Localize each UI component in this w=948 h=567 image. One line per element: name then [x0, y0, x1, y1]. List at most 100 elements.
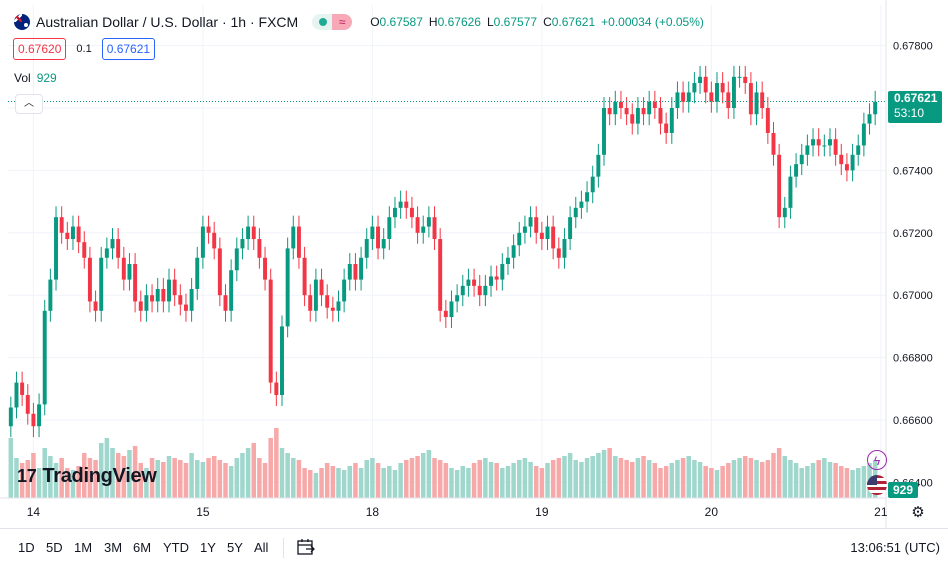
candle-body	[641, 108, 646, 115]
ohlc-open: O0.67587	[370, 15, 423, 29]
candle-body	[551, 226, 556, 249]
range-1d-button[interactable]: 1D	[18, 540, 35, 555]
au-flag-icon	[14, 14, 30, 30]
volume-legend[interactable]: Vol 929	[14, 71, 57, 85]
market-open-icon[interactable]	[312, 14, 333, 30]
candle-body	[319, 279, 324, 296]
time-tick-label: 15	[196, 505, 210, 519]
collapse-legend-button[interactable]: ︿	[15, 94, 43, 114]
candle-body	[562, 239, 567, 258]
range-5d-button[interactable]: 5D	[46, 540, 63, 555]
candle-body	[144, 295, 149, 311]
last-volume-label: 929	[888, 482, 918, 498]
utc-clock[interactable]: 13:06:51 (UTC)	[850, 540, 940, 555]
price-chart[interactable]: 0.678000.676000.674000.672000.670000.668…	[0, 0, 948, 528]
candle-body	[398, 201, 403, 208]
calendar-goto-icon[interactable]	[296, 537, 316, 557]
candle-body	[743, 76, 748, 84]
range-ytd-button[interactable]: YTD	[163, 540, 189, 555]
candle-body	[87, 257, 92, 302]
volume-bar	[115, 453, 121, 498]
symbol-title[interactable]: Australian Dollar / U.S. Dollar · 1h · F…	[36, 14, 299, 30]
volume-bar	[567, 453, 573, 498]
candle-body	[189, 288, 194, 311]
tradingview-logo[interactable]: 17 TradingView	[17, 465, 157, 488]
candle-body	[607, 108, 612, 115]
volume-bar	[726, 463, 731, 498]
price-axis[interactable]: 0.678000.676000.674000.672000.670000.668…	[885, 0, 933, 528]
candle-body	[652, 101, 657, 108]
candle-body	[8, 407, 13, 427]
volume-bar	[347, 466, 353, 498]
candle-body	[251, 226, 256, 240]
volume-bar	[200, 462, 206, 498]
price-tick-label: 0.67400	[893, 165, 933, 177]
volume-bar	[82, 453, 87, 498]
data-delay-icon[interactable]: ≈	[332, 14, 353, 30]
volume-bar	[420, 453, 426, 498]
volume-bar	[477, 460, 482, 498]
volume-bar	[816, 460, 821, 498]
volume-bar	[93, 460, 98, 498]
volume-bar	[748, 458, 754, 498]
candle-body	[760, 92, 765, 108]
volume-bar	[48, 456, 53, 498]
volume-bar	[110, 448, 115, 498]
volume-bar	[709, 468, 714, 498]
volume-bar	[443, 463, 449, 498]
candle-body	[93, 301, 98, 311]
volume-bar	[324, 463, 330, 498]
volume-bar	[161, 462, 166, 498]
volume-bar	[562, 456, 567, 498]
range-3m-button[interactable]: 3M	[104, 540, 123, 555]
range-6m-button[interactable]: 6M	[133, 540, 152, 555]
volume-bar	[675, 460, 680, 498]
settings-gear-icon[interactable]: ⚙	[911, 504, 925, 521]
sell-button[interactable]: 0.67620	[13, 38, 67, 60]
volume-bar	[646, 460, 652, 498]
candle-body	[720, 83, 725, 93]
candle-body	[217, 248, 222, 296]
volume-bar	[855, 468, 861, 498]
volume-bar	[279, 448, 285, 498]
candle-body	[31, 413, 36, 427]
volume-bar	[257, 458, 262, 498]
candle-body	[54, 217, 58, 280]
buy-button[interactable]: 0.67621	[101, 38, 156, 60]
symbol-legend[interactable]: Australian Dollar / U.S. Dollar · 1h · F…	[14, 12, 710, 32]
volume-bar	[686, 456, 692, 498]
volume-bar	[437, 460, 443, 498]
candle-body	[280, 326, 284, 396]
range-5y-button[interactable]: 5Y	[227, 540, 243, 555]
lightning-event-icon[interactable]: ϟ	[867, 450, 887, 470]
us-flag-event-icon[interactable]	[867, 475, 887, 495]
volume-bar	[466, 468, 471, 498]
candle-body	[195, 257, 200, 289]
candle-body	[873, 101, 878, 115]
candle-body	[376, 226, 381, 249]
time-axis[interactable]: 14 15 18 19 20 21	[0, 497, 888, 519]
volume-bar	[844, 468, 850, 498]
candle-body	[313, 279, 318, 311]
chevron-up-icon: ︿	[24, 98, 34, 109]
volume-bar	[19, 463, 25, 498]
candle-body	[579, 201, 584, 208]
range-1y-button[interactable]: 1Y	[200, 540, 216, 555]
range-1m-button[interactable]: 1M	[74, 540, 93, 555]
candle-body	[449, 301, 454, 318]
volume-bar	[613, 456, 618, 498]
volume-bar	[189, 453, 194, 498]
volume-bar	[291, 458, 296, 498]
volume-bar	[590, 456, 595, 498]
candle-body	[715, 83, 719, 102]
candle-body	[698, 76, 703, 84]
volume-bar	[799, 468, 804, 498]
candle-body	[387, 217, 392, 240]
range-all-button[interactable]: All	[254, 540, 269, 555]
candle-body	[393, 207, 397, 218]
volume-bar	[65, 468, 70, 498]
candle-body	[568, 217, 573, 240]
volume-bar	[658, 468, 663, 498]
volume-bar	[810, 463, 816, 498]
tradingview-wordmark: TradingView	[42, 465, 157, 487]
